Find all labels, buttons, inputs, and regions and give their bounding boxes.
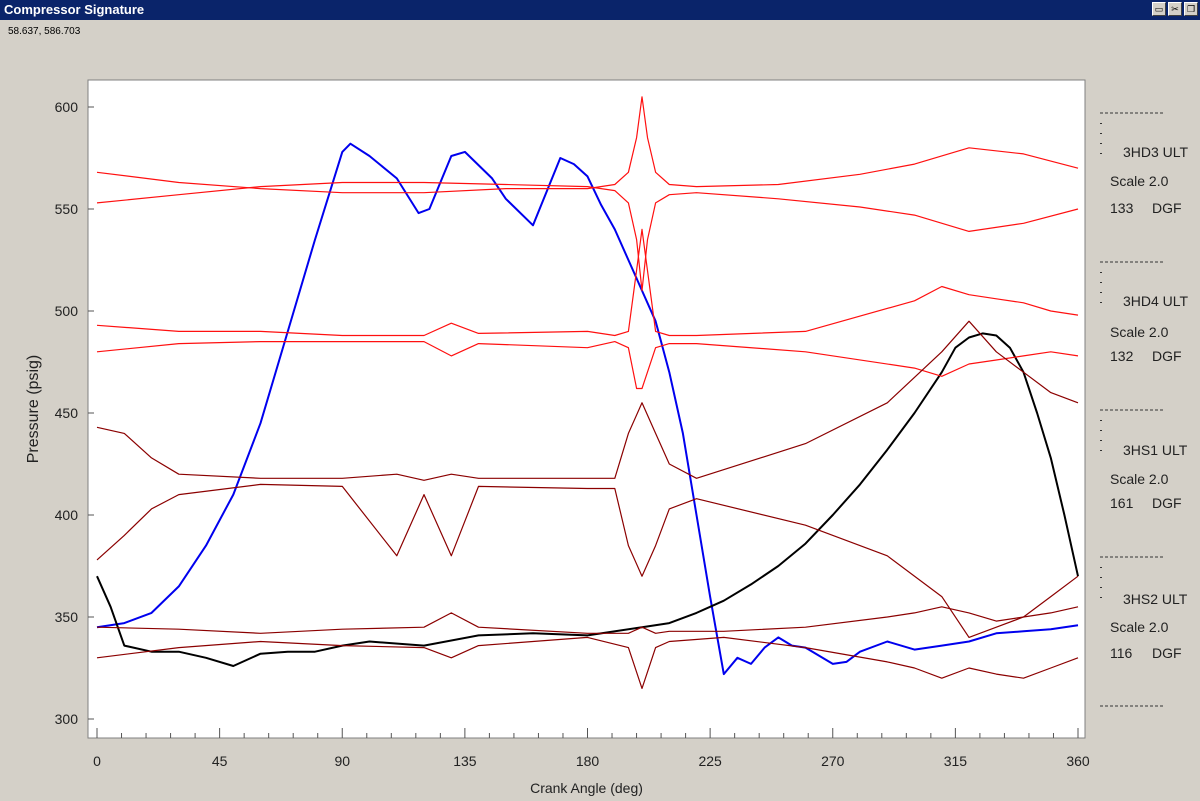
series-line-6 <box>96 341 1079 390</box>
channel-name-label: 3HD4 ULT <box>1123 293 1189 309</box>
channel-tick <box>1100 430 1102 431</box>
series-line-1 <box>96 142 1079 676</box>
y-axis-label: Pressure (psig) <box>25 355 42 463</box>
channel-tick <box>1100 567 1102 568</box>
channel-name-label: 3HD3 ULT <box>1123 144 1189 160</box>
y-tick-label: 350 <box>55 609 79 625</box>
channel-tick <box>1100 272 1102 273</box>
x-tick-label: 45 <box>212 753 228 769</box>
channel-tick <box>1100 133 1102 134</box>
title-bar: Compressor Signature ▭ ✂ ❐ <box>0 0 1200 20</box>
plot-area <box>87 79 1086 739</box>
channel-unit-label: DGF <box>1152 495 1182 511</box>
series-line-2 <box>96 332 1079 667</box>
y-tick-label: 450 <box>55 405 79 421</box>
x-tick-label: 180 <box>576 753 600 769</box>
series-line-8 <box>96 483 1079 639</box>
channel-unit-label: DGF <box>1152 645 1182 661</box>
title-bar-buttons: ▭ ✂ ❐ <box>1152 2 1198 16</box>
channel-scale-label: Scale 2.0 <box>1110 619 1169 635</box>
channel-scale-label: Scale 2.0 <box>1110 324 1169 340</box>
channel-tick <box>1100 143 1102 144</box>
channel-tick <box>1100 153 1102 154</box>
window-title: Compressor Signature <box>4 2 145 17</box>
channel-tick <box>1100 302 1102 303</box>
folder-icon[interactable]: ▭ <box>1152 2 1166 16</box>
x-tick-label: 0 <box>93 753 101 769</box>
channel-unit-label: DGF <box>1152 200 1182 216</box>
x-tick-label: 360 <box>1066 753 1090 769</box>
channel-tick <box>1100 450 1102 451</box>
series-line-7 <box>96 320 1079 481</box>
x-tick-label: 90 <box>334 753 350 769</box>
cursor-readout: 58.637, 586.703 <box>8 26 81 37</box>
x-tick-label: 315 <box>944 753 968 769</box>
y-tick-label: 600 <box>55 99 79 115</box>
channel-scale-label: Scale 2.0 <box>1110 173 1169 189</box>
channel-value-label: 116 <box>1110 645 1133 661</box>
channel-tick <box>1100 420 1102 421</box>
channel-tick <box>1100 292 1102 293</box>
x-tick-label: 270 <box>821 753 845 769</box>
channel-tick <box>1100 597 1102 598</box>
channel-name-label: 3HS2 ULT <box>1123 591 1188 607</box>
channel-scale-label: Scale 2.0 <box>1110 471 1169 487</box>
y-tick-label: 500 <box>55 303 79 319</box>
channel-unit-label: DGF <box>1152 348 1182 364</box>
x-tick-label: 135 <box>453 753 477 769</box>
y-tick-label: 400 <box>55 507 79 523</box>
x-axis-label: Crank Angle (deg) <box>530 780 643 796</box>
y-tick-label: 300 <box>55 711 79 727</box>
y-tick-label: 550 <box>55 201 79 217</box>
channel-tick <box>1100 282 1102 283</box>
channel-value-label: 132 <box>1110 348 1134 364</box>
channel-value-label: 161 <box>1110 495 1134 511</box>
channel-tick <box>1100 440 1102 441</box>
series-line-4 <box>96 181 1079 292</box>
scissors-icon[interactable]: ✂ <box>1168 2 1182 16</box>
series-line-9 <box>96 606 1079 634</box>
restore-icon[interactable]: ❐ <box>1184 2 1198 16</box>
series-line-3 <box>96 96 1079 194</box>
channel-tick <box>1100 577 1102 578</box>
x-tick-label: 225 <box>698 753 722 769</box>
channel-tick <box>1100 123 1102 124</box>
series-line-5 <box>96 228 1079 337</box>
channel-tick <box>1100 587 1102 588</box>
series-line-10 <box>96 636 1079 690</box>
channel-name-label: 3HS1 ULT <box>1123 442 1188 458</box>
channel-value-label: 133 <box>1110 200 1134 216</box>
